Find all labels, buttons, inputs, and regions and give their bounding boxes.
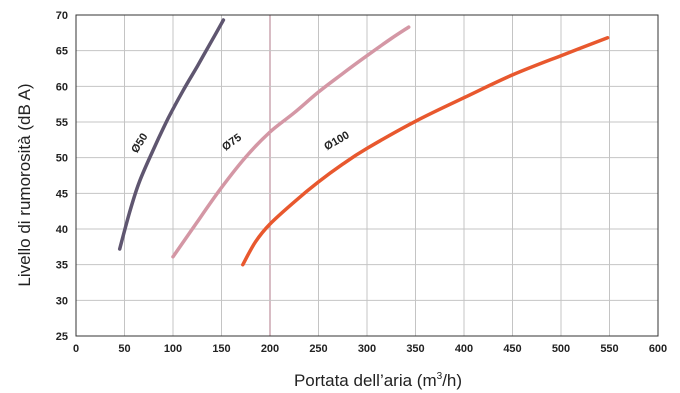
series-lines [117,18,610,267]
x-tick-label: 300 [358,343,376,355]
y-tick-label: 50 [56,153,68,165]
x-tick-label: 500 [552,343,570,355]
x-axis-title-sup: 3 [437,371,443,382]
x-axis-title: Portata dell’aria (m3/h) [294,371,462,390]
y-tick-label: 65 [56,46,68,58]
x-tick-label: 600 [649,343,667,355]
x-tick-label: 550 [600,343,618,355]
x-tick-label: 200 [261,343,279,355]
y-tick-label: 30 [56,295,68,307]
series-line [241,36,610,267]
y-tick-label: 25 [56,331,68,343]
x-axis-title-main: Portata dell’aria (m [294,371,437,390]
x-tick-label: 350 [406,343,424,355]
y-axis-title: Livello di rumorosità (dB A) [15,83,34,286]
y-tick-label: 35 [56,260,68,272]
x-tick-label: 100 [164,343,182,355]
x-axis-title-tail: /h) [442,371,462,390]
x-tick-label: 150 [212,343,230,355]
y-tick-label: 70 [56,10,68,22]
y-tick-label: 45 [56,188,68,200]
y-tick-label: 55 [56,117,68,129]
series-line [117,18,226,251]
x-axis-ticks: 0 50 100 150 200 250 300 350 400 450 500 550 600 [73,343,667,355]
y-axis-ticks: 25 30 35 40 45 50 55 60 65 70 [56,10,68,343]
plot-frame [75,14,659,337]
x-tick-label: 250 [309,343,327,355]
x-tick-label: 0 [73,343,79,355]
series-line [171,25,411,259]
x-tick-label: 50 [118,343,130,355]
y-tick-label: 60 [56,81,68,93]
y-tick-label: 40 [56,224,68,236]
x-tick-label: 450 [503,343,521,355]
x-tick-label: 400 [455,343,473,355]
